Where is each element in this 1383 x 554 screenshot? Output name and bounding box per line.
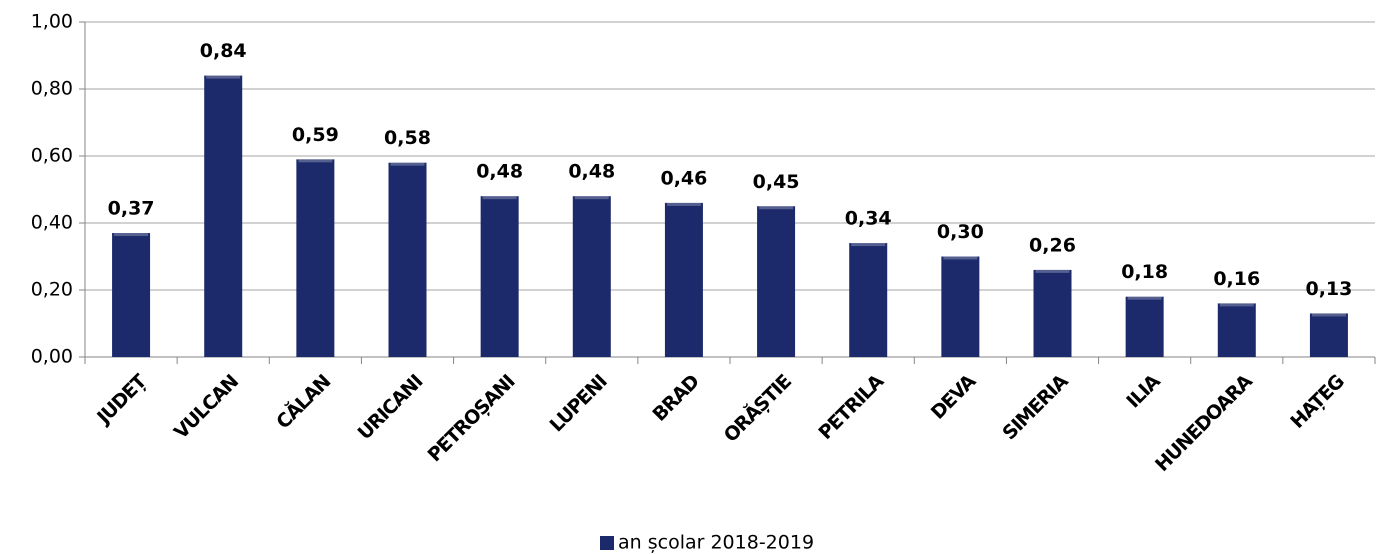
- bar: [1125, 296, 1164, 357]
- bar: [388, 162, 427, 357]
- x-tick-label: URICANI: [354, 371, 427, 444]
- value-label: 0,37: [108, 198, 155, 220]
- y-tick-label: 0,80: [31, 78, 73, 100]
- bar-highlight: [114, 233, 149, 237]
- x-tick-label: PETROȘANI: [424, 371, 519, 466]
- value-label: 0,16: [1213, 268, 1260, 290]
- value-label: 0,58: [384, 127, 431, 149]
- bar-highlight: [851, 243, 886, 247]
- bar-highlight: [390, 162, 425, 166]
- bar: [849, 243, 888, 357]
- value-label: 0,26: [1029, 234, 1076, 256]
- y-tick-label: 0,60: [31, 145, 73, 167]
- value-label: 0,46: [660, 167, 707, 189]
- x-tick-label: PETRILA: [815, 370, 889, 444]
- bar: [757, 206, 796, 357]
- bar-highlight: [1311, 313, 1346, 317]
- bar: [296, 159, 335, 357]
- bar: [204, 75, 243, 357]
- value-label: 0,45: [753, 171, 800, 193]
- bar: [941, 256, 980, 357]
- value-label: 0,18: [1121, 261, 1168, 283]
- bar-highlight: [1219, 303, 1254, 307]
- x-tick-label: CĂLAN: [271, 369, 335, 433]
- value-label: 0,48: [476, 161, 523, 183]
- x-tick-label: JUDEȚ: [92, 370, 152, 430]
- x-tick-label: BRAD: [648, 371, 703, 426]
- y-tick-label: 1,00: [31, 11, 73, 33]
- bar: [1033, 269, 1072, 357]
- value-label: 0,59: [292, 124, 339, 146]
- bar-highlight: [482, 196, 517, 200]
- value-label: 0,84: [200, 40, 247, 62]
- bar-highlight: [759, 206, 794, 210]
- x-tick-label: DEVA: [927, 370, 981, 424]
- value-label: 0,13: [1305, 278, 1352, 300]
- x-tick-label: LUPENI: [546, 371, 612, 437]
- bar-highlight: [666, 202, 701, 206]
- bar-highlight: [298, 159, 333, 163]
- y-tick-label: 0,20: [31, 279, 73, 301]
- y-tick-label: 0,00: [31, 346, 73, 368]
- value-label: 0,48: [568, 161, 615, 183]
- x-tick-label: VULCAN: [170, 371, 243, 444]
- bar-highlight: [1035, 269, 1070, 273]
- bar: [480, 196, 519, 357]
- x-tick-label: ILIA: [1122, 370, 1165, 413]
- bar: [112, 233, 151, 357]
- legend-label: an școlar 2018-2019: [618, 532, 814, 554]
- x-tick-label: HUNEDOARA: [1151, 370, 1257, 476]
- value-label: 0,34: [845, 208, 892, 230]
- y-tick-label: 0,40: [31, 212, 73, 234]
- bar: [1309, 313, 1348, 357]
- legend-swatch: [600, 536, 614, 550]
- bar-highlight: [206, 75, 241, 79]
- bar: [572, 196, 611, 357]
- bar: [1217, 303, 1256, 357]
- x-tick-label: SIMERIA: [998, 370, 1072, 444]
- x-tick-label: HAȚEG: [1286, 371, 1348, 433]
- value-label: 0,30: [937, 221, 984, 243]
- x-tick-label: ORĂȘTIE: [718, 369, 795, 446]
- bar: [664, 202, 703, 357]
- bar-highlight: [574, 196, 609, 200]
- bar-highlight: [943, 256, 978, 260]
- bar-highlight: [1127, 296, 1162, 300]
